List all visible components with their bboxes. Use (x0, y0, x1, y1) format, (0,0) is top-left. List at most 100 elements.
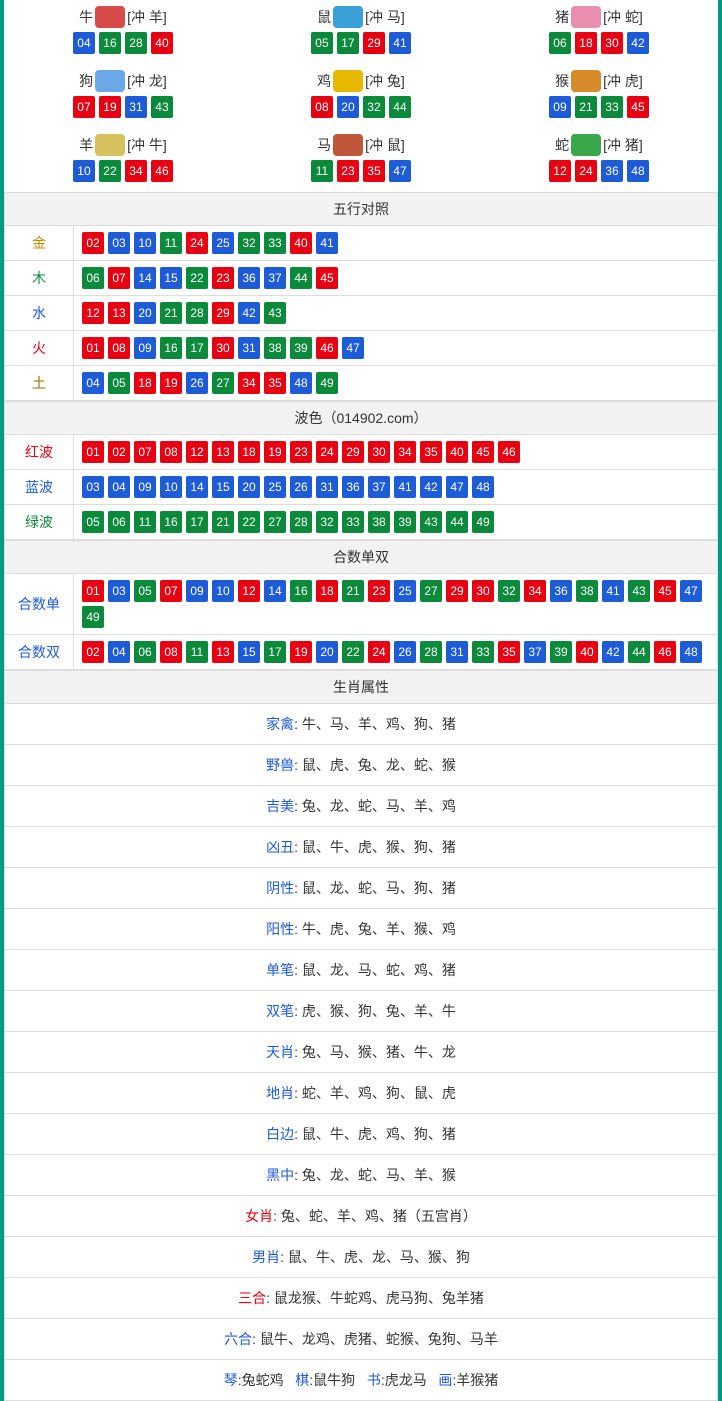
ball: 49 (316, 372, 338, 394)
ball-row: 09213345 (484, 96, 714, 118)
ball: 13 (212, 641, 234, 663)
ball: 38 (264, 337, 286, 359)
row-balls: 0204060811131517192022242628313335373940… (74, 635, 718, 670)
ball: 22 (238, 511, 260, 533)
attr-key: 三合 (238, 1290, 266, 1306)
ball: 29 (446, 580, 468, 602)
row-label: 木 (5, 261, 74, 296)
attr-sep: : (294, 1044, 302, 1060)
ball: 25 (394, 580, 416, 602)
attr-cell: 野兽: 鼠、虎、兔、龙、蛇、猴 (5, 745, 718, 786)
ball: 04 (73, 32, 95, 54)
ball: 04 (82, 372, 104, 394)
ball: 20 (134, 302, 156, 324)
ball: 24 (575, 160, 597, 182)
ball: 47 (680, 580, 702, 602)
ball: 24 (316, 441, 338, 463)
zodiac-name: 鸡 (317, 71, 331, 91)
ball: 32 (316, 511, 338, 533)
row-label: 绿波 (5, 505, 74, 540)
wuxing-table: 五行对照 金02031011242532334041木0607141522233… (4, 192, 718, 401)
attr-key: 白边 (266, 1126, 294, 1142)
ball: 40 (151, 32, 173, 54)
ball: 42 (420, 476, 442, 498)
attr-cell: 凶丑: 鼠、牛、虎、猴、狗、猪 (5, 827, 718, 868)
ball: 07 (73, 96, 95, 118)
ball: 43 (420, 511, 442, 533)
attr-cell: 女肖: 兔、蛇、羊、鸡、猪（五宫肖） (5, 1196, 718, 1237)
zodiac-clash: [冲 牛] (127, 135, 167, 155)
ball: 40 (446, 441, 468, 463)
row-label: 土 (5, 366, 74, 401)
zodiac-name: 蛇 (555, 135, 569, 155)
attr-row: 黑中: 兔、龙、蛇、马、羊、猴 (5, 1155, 718, 1196)
ball: 23 (337, 160, 359, 182)
attr-val: 鼠、龙、蛇、马、狗、猪 (302, 880, 456, 896)
ball: 03 (82, 476, 104, 498)
attr-cell: 地肖: 蛇、羊、鸡、狗、鼠、虎 (5, 1073, 718, 1114)
table-row: 火0108091617303138394647 (5, 331, 718, 366)
ball: 28 (290, 511, 312, 533)
ball: 13 (212, 441, 234, 463)
ball: 38 (368, 511, 390, 533)
ball: 32 (498, 580, 520, 602)
zodiac-cell: 狗[冲 龙]07193143 (4, 64, 242, 128)
ball: 35 (363, 160, 385, 182)
ball: 45 (654, 580, 676, 602)
ball: 06 (108, 511, 130, 533)
ball-row: 1213202128294243 (82, 302, 709, 324)
ball: 17 (186, 511, 208, 533)
zodiac-icon (95, 6, 125, 28)
zodiac-name: 狗 (79, 71, 93, 91)
ball: 34 (125, 160, 147, 182)
attr-row: 双笔: 虎、猴、狗、兔、羊、牛 (5, 991, 718, 1032)
ball: 12 (238, 580, 260, 602)
ball: 43 (628, 580, 650, 602)
ball: 23 (212, 267, 234, 289)
ball: 03 (108, 232, 130, 254)
ball: 05 (311, 32, 333, 54)
ball: 34 (524, 580, 546, 602)
ball-row: 08203244 (246, 96, 476, 118)
ball: 20 (316, 641, 338, 663)
attr-cell: 男肖: 鼠、牛、虎、龙、马、猴、狗 (5, 1237, 718, 1278)
ball: 05 (134, 580, 156, 602)
ball: 15 (238, 641, 260, 663)
zodiac-clash: [冲 猪] (603, 135, 643, 155)
ball: 08 (108, 337, 130, 359)
zodiac-label: 猪[冲 蛇] (555, 6, 643, 28)
ball: 16 (290, 580, 312, 602)
zodiac-icon (571, 134, 601, 156)
ball: 24 (368, 641, 390, 663)
attr-val: :鼠牛狗 (309, 1372, 355, 1388)
ball: 31 (446, 641, 468, 663)
zodiac-cell: 羊[冲 牛]10223446 (4, 128, 242, 192)
attr-cell: 家禽: 牛、马、羊、鸡、狗、猪 (5, 704, 718, 745)
ball: 01 (82, 337, 104, 359)
ball: 27 (420, 580, 442, 602)
zodiac-label: 蛇 [冲 猪] (555, 134, 643, 156)
attr-val: 牛、虎、兔、羊、猴、鸡 (302, 921, 456, 937)
attrs-title: 生肖属性 (5, 671, 718, 704)
ball: 05 (82, 511, 104, 533)
ball: 14 (134, 267, 156, 289)
ball: 11 (186, 641, 208, 663)
ball: 04 (108, 476, 130, 498)
attr-key: 书 (367, 1372, 381, 1388)
ball-row: 0108091617303138394647 (82, 337, 709, 359)
ball: 09 (134, 476, 156, 498)
row-label: 蓝波 (5, 470, 74, 505)
ball: 46 (654, 641, 676, 663)
ball: 08 (160, 641, 182, 663)
ball: 21 (575, 96, 597, 118)
attrs-table: 生肖属性 家禽: 牛、马、羊、鸡、狗、猪野兽: 鼠、虎、兔、龙、蛇、猴吉美: 兔… (4, 670, 718, 1401)
ball: 48 (290, 372, 312, 394)
ball: 08 (311, 96, 333, 118)
zodiac-name: 马 (317, 135, 331, 155)
attr-row: 三合: 鼠龙猴、牛蛇鸡、虎马狗、兔羊猪 (5, 1278, 718, 1319)
bose-title: 波色（014902.com） (5, 402, 718, 435)
attr-sep: : (294, 1085, 302, 1101)
ball: 34 (238, 372, 260, 394)
ball: 36 (550, 580, 572, 602)
ball: 21 (160, 302, 182, 324)
